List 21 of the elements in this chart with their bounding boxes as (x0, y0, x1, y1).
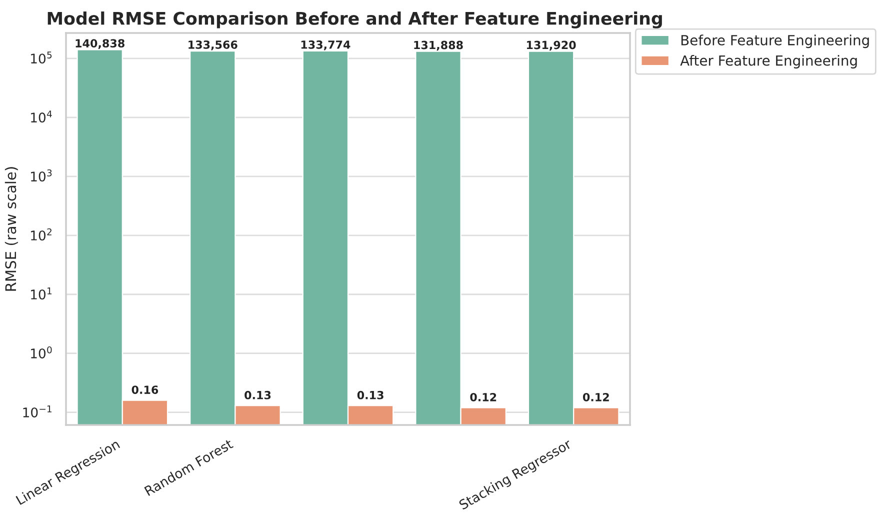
y-axis-title: RMSE (raw scale) (4, 167, 18, 291)
chart-title: Model RMSE Comparison Before and After Feature Engineering (48, 11, 662, 28)
data-label: 133,566 (188, 40, 238, 50)
data-label: 131,888 (414, 40, 463, 51)
y-tick-label: 10$^{2}$ (31, 228, 52, 240)
data-label: 0.13 (244, 390, 271, 400)
data-label: 0.13 (357, 390, 384, 400)
y-tick-label: 10$^{4}$ (31, 110, 52, 123)
data-label: 140,838 (76, 39, 124, 49)
legend-label: Before Feature Engineering (681, 34, 869, 48)
legend-label: After Feature Engineering (680, 55, 857, 68)
y-tick-label: 10$^{−1}$ (23, 405, 52, 418)
y-tick-label: 10$^{5}$ (31, 52, 52, 64)
data-label: 131,920 (526, 40, 576, 51)
data-label: 133,774 (301, 40, 350, 50)
y-tick-label: 10$^{0}$ (31, 346, 52, 358)
y-tick-label: 10$^{1}$ (31, 288, 52, 300)
y-tick-label: 10$^{3}$ (31, 169, 52, 182)
data-label: 0.12 (470, 392, 496, 402)
data-label: 0.12 (582, 392, 609, 402)
data-label: 0.16 (132, 386, 158, 394)
